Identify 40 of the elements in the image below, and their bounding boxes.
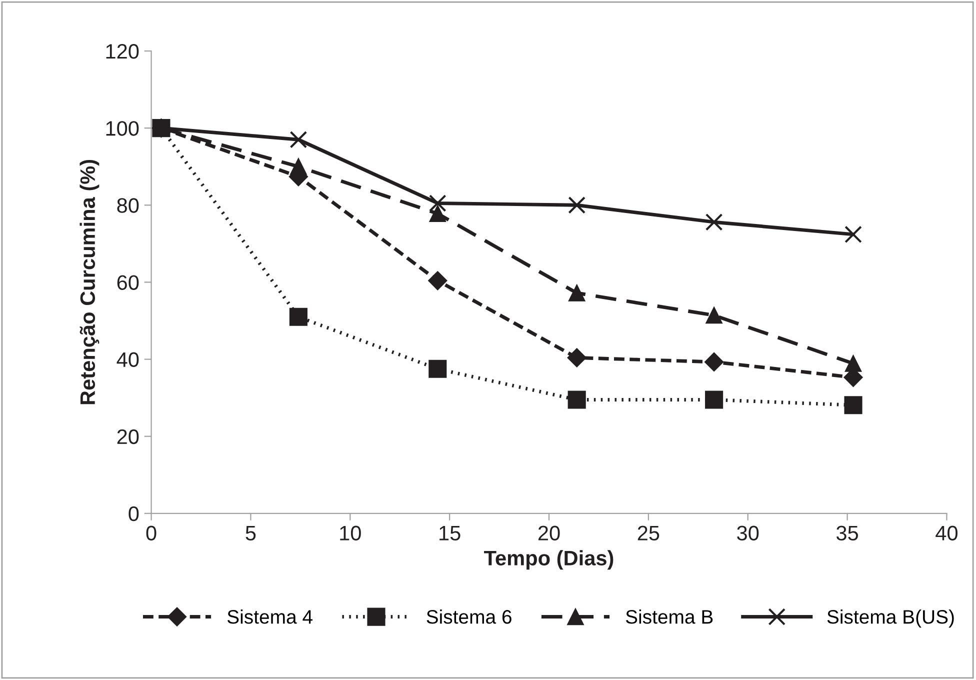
legend-label: Sistema 4 xyxy=(227,610,312,624)
point xyxy=(705,390,724,409)
y-tick-label: 100 xyxy=(106,121,139,136)
y-tick-label: 0 xyxy=(128,506,139,522)
x-tick-label: 0 xyxy=(146,526,156,541)
point xyxy=(844,396,862,414)
x-tick-label: 35 xyxy=(836,526,858,541)
point xyxy=(704,352,724,372)
x-tick-label: 5 xyxy=(246,526,256,541)
x-tick-label: 15 xyxy=(440,526,460,541)
x-tick-label: 20 xyxy=(538,526,560,541)
point xyxy=(289,308,308,326)
point xyxy=(428,271,448,290)
point xyxy=(428,360,447,378)
x-tick-label: 40 xyxy=(936,526,958,541)
point xyxy=(706,307,722,324)
point xyxy=(429,205,446,222)
x-axis-title: Tempo (Dias) xyxy=(484,550,614,570)
legend-label: Sistema 6 xyxy=(426,610,512,624)
point xyxy=(844,355,862,372)
point xyxy=(705,213,723,231)
y-tick-label: 60 xyxy=(117,275,139,290)
legend-label: Sistema B(US) xyxy=(827,610,954,628)
y-axis-title: Retenção Curcumina (%) xyxy=(80,160,100,404)
point xyxy=(568,196,586,214)
x-tick-label: 10 xyxy=(340,526,361,541)
y-tick-label: 120 xyxy=(106,44,139,59)
y-tick-label: 40 xyxy=(116,352,139,368)
point xyxy=(290,158,307,175)
y-tick-label: 80 xyxy=(117,198,139,213)
point xyxy=(568,390,586,409)
point xyxy=(568,284,586,302)
legend-label: Sistema B xyxy=(626,610,713,624)
point xyxy=(428,194,446,212)
y-tick-label: 20 xyxy=(117,429,139,444)
x-tick-label: 25 xyxy=(638,526,660,541)
x-tick-label: 30 xyxy=(737,526,759,541)
point xyxy=(567,348,586,368)
point xyxy=(290,130,308,148)
point xyxy=(844,226,862,244)
